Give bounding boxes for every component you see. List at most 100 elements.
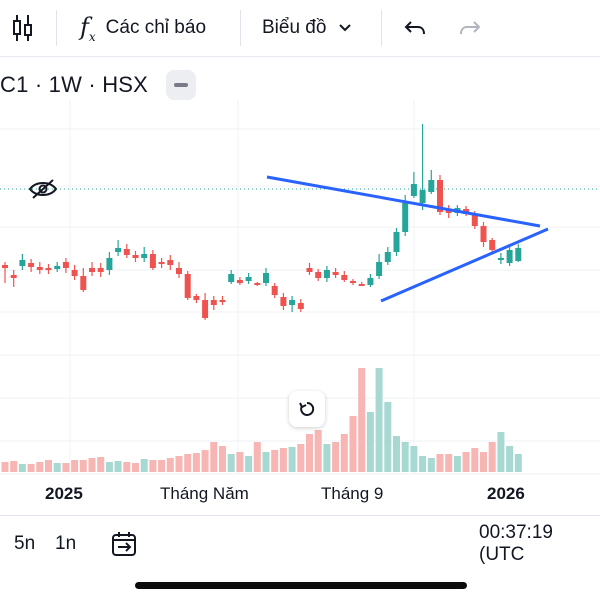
volume-bar: [480, 452, 487, 472]
candle-body: [141, 254, 148, 258]
calendar-arrow-icon: [112, 531, 136, 556]
volume-bar: [227, 454, 235, 472]
volume-bar: [149, 460, 157, 472]
volume-bar: [366, 412, 374, 472]
candle-body: [167, 260, 174, 265]
candles-icon[interactable]: [12, 0, 34, 56]
candle-body: [271, 286, 278, 295]
volume-bar: [105, 462, 113, 472]
volume-bar: [175, 456, 183, 472]
candle-body: [323, 270, 330, 278]
reset-icon: [299, 401, 315, 416]
candle-body: [419, 190, 426, 203]
candle-body: [54, 266, 61, 269]
volume-bar: [79, 460, 87, 472]
candle-body: [471, 215, 478, 226]
volume-bar: [488, 442, 496, 472]
minus-icon: [174, 83, 188, 87]
candle-body: [297, 303, 304, 309]
volume-bar: [1, 462, 9, 472]
redo-icon: [460, 21, 481, 35]
candle-body: [228, 274, 235, 282]
indicators-button[interactable]: fx Các chỉ báo: [80, 0, 206, 56]
toolbar-divider: [56, 10, 57, 46]
volume-bar: [419, 456, 427, 472]
candle-body: [28, 263, 35, 267]
volume-bar: [27, 464, 35, 472]
volume-bar: [306, 434, 313, 472]
candle-body: [45, 268, 52, 270]
reset-chart-button[interactable]: [289, 391, 325, 427]
volume-bar: [201, 450, 209, 472]
chevron-down-icon: [339, 24, 352, 32]
clock-timezone[interactable]: 00:37:19 (UTC: [479, 521, 553, 565]
candle-body: [315, 272, 322, 278]
bottom-toolbar: 5n 1n 00:37:19 (UTC: [0, 515, 600, 571]
candle-body: [80, 276, 87, 290]
volume-bar: [279, 448, 287, 472]
redo-button[interactable]: [458, 0, 482, 56]
candle-body: [332, 272, 339, 275]
candle-body: [410, 184, 417, 196]
candle-body: [184, 274, 191, 298]
candle-body: [19, 260, 26, 266]
goto-date-button[interactable]: [110, 516, 138, 571]
candle-body: [36, 267, 43, 270]
collapse-legend-button[interactable]: [166, 70, 196, 100]
candle-body: [71, 270, 78, 276]
volume-bar: [462, 452, 470, 472]
volume-bar: [158, 460, 166, 472]
volume-bar: [71, 460, 79, 472]
volume-bar: [18, 464, 26, 472]
symbol-legend[interactable]: C1 · 1W · HSX: [0, 72, 149, 97]
function-icon: fx: [80, 12, 96, 44]
volume-bar: [445, 454, 453, 472]
undo-button[interactable]: [403, 0, 427, 56]
volume-bar: [53, 463, 61, 472]
volume-bar: [219, 446, 226, 472]
candle-body: [149, 254, 156, 268]
candle-body: [437, 180, 443, 212]
volume-bar: [349, 416, 357, 472]
candle-body: [132, 255, 139, 258]
volume-bar: [497, 432, 505, 472]
candle-body: [123, 249, 130, 255]
chart-type-button[interactable]: Biểu đồ: [262, 0, 352, 56]
volume-bar: [114, 461, 122, 472]
volume-bar: [62, 463, 70, 472]
volume-bar: [453, 456, 461, 472]
volume-bar: [253, 442, 261, 472]
volume-bar: [314, 430, 322, 472]
volume-bar: [36, 462, 44, 472]
volume-bar: [184, 454, 192, 472]
chart-pane[interactable]: [0, 56, 600, 516]
price-chart[interactable]: [0, 56, 600, 516]
volume-bar: [88, 458, 96, 472]
time-label-sep: Tháng 9: [321, 484, 384, 503]
eye-off-icon: [28, 179, 58, 199]
time-label-2025: 2025: [45, 484, 83, 503]
volume-bar: [140, 459, 148, 472]
volume-bar: [166, 458, 174, 472]
candle-body: [280, 297, 287, 306]
lower-trendline: [380, 227, 549, 303]
volume-bar: [262, 452, 270, 472]
volume-bar: [384, 402, 392, 472]
candle-body: [210, 300, 217, 305]
volume-bar: [436, 454, 444, 472]
volume-bar: [410, 446, 418, 472]
candle-body: [384, 252, 391, 262]
range-5d-button[interactable]: 5n: [14, 532, 36, 554]
candle-body: [219, 300, 226, 302]
toolbar-divider: [240, 10, 241, 46]
toolbar-divider: [381, 10, 382, 46]
candle-body: [202, 300, 209, 318]
candle-body: [263, 273, 269, 283]
volume-bar: [375, 368, 383, 472]
volume-bar: [358, 368, 366, 472]
candle-body: [245, 277, 252, 281]
volume-bar: [471, 448, 479, 472]
candle-body: [89, 268, 95, 272]
candle-body: [115, 248, 122, 252]
range-1d-button[interactable]: 1n: [55, 532, 77, 554]
